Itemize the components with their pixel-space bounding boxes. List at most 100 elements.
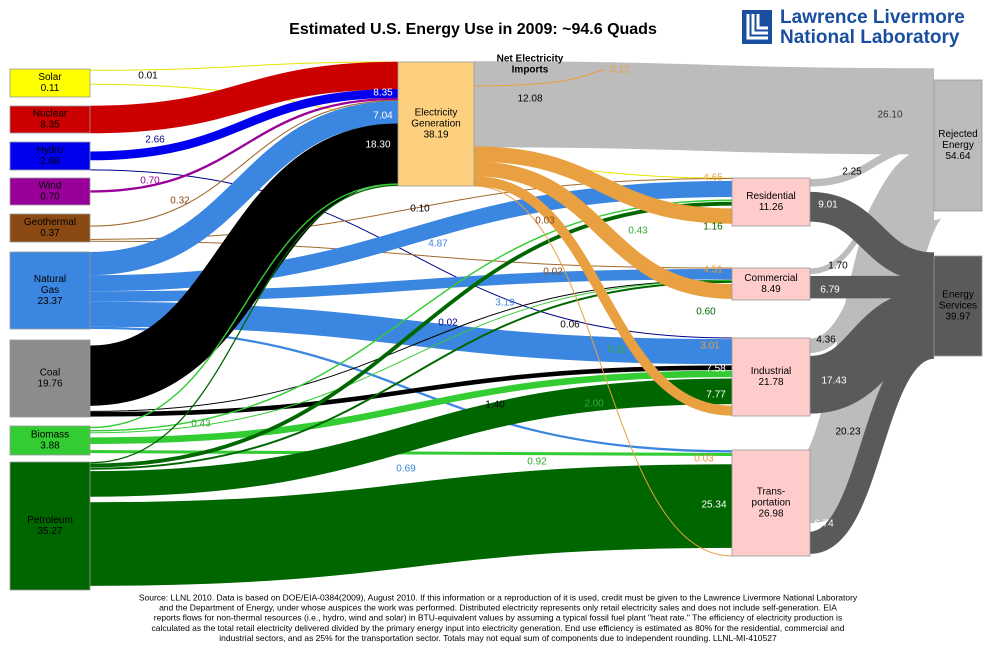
flow	[473, 185, 733, 557]
node	[9, 251, 91, 330]
logo-text: National Laboratory	[780, 27, 960, 48]
chart-title: Estimated U.S. Energy Use in 2009: ~94.6…	[289, 21, 657, 38]
node-value: 23.37	[37, 296, 62, 307]
flow-label: 1.16	[703, 222, 723, 233]
node	[731, 267, 811, 301]
node-label: Industrial	[751, 366, 792, 377]
node-value: 21.78	[758, 377, 783, 388]
flow-label: 0.43	[191, 419, 211, 430]
flow-label: 3.01	[700, 341, 720, 352]
flow	[807, 288, 937, 414]
flow-label: 4.87	[428, 239, 448, 250]
source-note: Source: LLNL 2010. Data is based on DOE/…	[139, 592, 858, 643]
flow-label: 0.43	[628, 226, 648, 237]
import-flow	[473, 69, 607, 87]
flow-label: 6.79	[820, 285, 840, 296]
flow	[89, 61, 399, 71]
node-label: Solar	[38, 72, 62, 83]
node	[731, 177, 811, 227]
node-label: Rejected	[938, 129, 977, 140]
flow-label: 20.23	[835, 427, 860, 438]
node-label: Coal	[40, 368, 61, 379]
flow-label: 0.60	[696, 307, 716, 318]
node-value: 38.19	[423, 130, 448, 141]
flow	[809, 141, 935, 187]
node-label: Hydro	[37, 145, 64, 156]
flow	[473, 146, 733, 224]
flow	[89, 169, 733, 339]
node-value: 0.11	[41, 83, 60, 94]
flow-label: 18.30	[365, 140, 390, 151]
flow	[89, 100, 399, 276]
flow	[89, 97, 399, 193]
flow	[89, 100, 399, 227]
flow	[89, 464, 733, 586]
flow	[89, 450, 733, 457]
flow	[89, 370, 733, 444]
flow-label: 0.70	[140, 176, 160, 187]
node-value: 8.49	[761, 284, 781, 295]
flow-label: 1.70	[828, 261, 848, 272]
flow-label: 0.39	[236, 469, 256, 480]
node-value: 26.98	[758, 509, 783, 520]
note-line: industrial sectors, and as 25% for the t…	[219, 633, 777, 643]
node	[9, 177, 91, 206]
node-value: 2.68	[40, 156, 60, 167]
node-value: 19.76	[37, 379, 62, 390]
node-label: Commercial	[744, 273, 797, 284]
node-label: Petroleum	[27, 515, 73, 526]
node-label: Generation	[411, 119, 460, 130]
node-value: 11.26	[759, 202, 784, 213]
node	[933, 255, 983, 357]
flow-label: 2.66	[145, 135, 165, 146]
flow-label: 2.00	[584, 399, 604, 410]
node	[397, 61, 475, 187]
delivered-label: 12.08	[517, 94, 542, 105]
note-line: reports flows for non-thermal resources …	[154, 613, 842, 623]
flow-label: 0.69	[396, 464, 416, 475]
flow	[89, 199, 733, 432]
flow-label: 7.58	[706, 364, 726, 375]
flow	[473, 61, 935, 155]
flow	[89, 365, 733, 417]
flow-label: 25.34	[701, 500, 726, 511]
node-value: 0.70	[40, 192, 60, 203]
flow-label: 1.40	[485, 400, 505, 411]
node-label: Biomass	[31, 430, 69, 441]
node	[9, 425, 91, 456]
logo-text: Lawrence Livermore	[780, 7, 965, 28]
flow-label: 6.74	[814, 519, 834, 530]
node-label: Geothermal	[24, 217, 76, 228]
node	[731, 449, 811, 557]
flow-label: 2.25	[842, 167, 862, 178]
flow-label: 4.51	[703, 265, 723, 276]
flow	[89, 280, 733, 434]
flows	[88, 61, 946, 586]
node	[9, 461, 91, 591]
note-line: calculated as the total retail electrici…	[152, 623, 845, 633]
import-label: Imports	[512, 65, 549, 76]
node	[933, 79, 983, 212]
node-value: 8.35	[40, 120, 60, 131]
logo: Lawrence Livermore National Laboratory	[742, 7, 965, 48]
flow-label: 0.92	[527, 457, 547, 468]
flow-label: 0.02	[438, 318, 458, 329]
logo-icon-lines	[746, 14, 768, 40]
node-label: Energy	[942, 290, 974, 301]
node-label: Natural	[34, 274, 66, 285]
flow-label: 26.10	[877, 110, 902, 121]
flow	[89, 61, 399, 134]
flow-label: 3.19	[495, 298, 515, 309]
flow	[473, 161, 733, 299]
flow-label: 9.01	[818, 200, 838, 211]
flow	[89, 280, 733, 470]
flow	[89, 240, 733, 269]
flow	[808, 336, 936, 554]
node-label: Energy	[942, 140, 974, 151]
node-value: 0.37	[40, 228, 60, 239]
flow	[809, 191, 935, 283]
node-label: Gas	[41, 285, 59, 296]
import-value: 0.12	[610, 65, 630, 76]
flow-label: 0.03	[694, 454, 714, 465]
flow-label: 4.65	[703, 173, 723, 184]
